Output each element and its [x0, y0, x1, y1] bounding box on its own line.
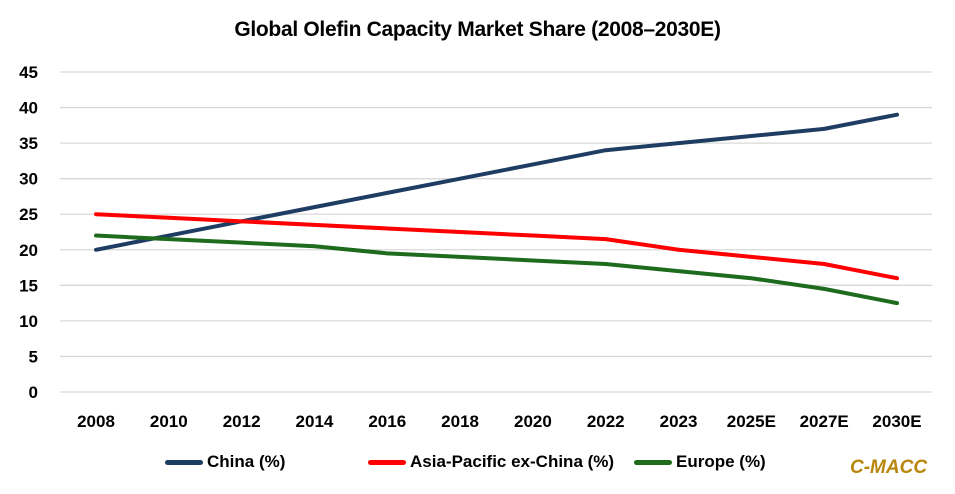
y-tick-label: 25 — [19, 205, 38, 224]
x-tick-label: 2027E — [800, 412, 849, 431]
legend-swatch-china — [165, 459, 203, 465]
x-axis-ticks: 2008 2010 2012 2014 2016 2018 2020 2022 2023 2025… — [77, 412, 922, 431]
chart-title: Global Olefin Capacity Market Share (200… — [234, 18, 721, 41]
y-axis-ticks: 0 5 10 15 20 25 30 35 40 45 — [19, 63, 38, 402]
y-tick-label: 0 — [29, 383, 38, 402]
series-line-china — [94, 112, 899, 252]
x-tick-label: 2012 — [223, 412, 261, 431]
y-tick-label: 10 — [19, 312, 38, 331]
y-tick-label: 35 — [19, 134, 38, 153]
legend-label-asia-pacific: Asia-Pacific ex-China (%) — [410, 452, 615, 471]
legend-swatch-asia-pacific — [368, 459, 406, 465]
legend-swatch-europe — [634, 459, 672, 465]
x-tick-label: 2010 — [150, 412, 188, 431]
x-tick-label: 2014 — [296, 412, 334, 431]
y-tick-label: 40 — [19, 99, 38, 118]
x-tick-label: 2020 — [514, 412, 552, 431]
brand-logo: C-MACC — [850, 457, 928, 478]
y-tick-label: 15 — [19, 276, 38, 295]
legend-label-china: China (%) — [207, 452, 286, 471]
series-line-europe — [94, 233, 899, 306]
x-tick-label: 2022 — [587, 412, 625, 431]
y-tick-label: 45 — [19, 63, 38, 82]
series-lines — [94, 112, 899, 306]
x-tick-label: 2025E — [727, 412, 776, 431]
series-line-asia-pacific-ex-china — [94, 212, 899, 281]
x-tick-label: 2018 — [441, 412, 479, 431]
legend-item-asia-pacific: Asia-Pacific ex-China (%) — [368, 452, 614, 472]
x-tick-label: 2030E — [872, 412, 921, 431]
legend-item-china: China (%) — [165, 452, 285, 472]
y-tick-label: 20 — [19, 241, 38, 260]
x-tick-label: 2016 — [368, 412, 406, 431]
y-tick-label: 30 — [19, 170, 38, 189]
x-tick-label: 2023 — [660, 412, 698, 431]
y-tick-label: 5 — [29, 347, 38, 366]
x-tick-label: 2008 — [77, 412, 115, 431]
legend-item-europe: Europe (%) — [634, 452, 766, 472]
legend: China (%) Asia-Pacific ex-China (%) Euro… — [0, 452, 955, 476]
legend-label-europe: Europe (%) — [676, 452, 766, 471]
